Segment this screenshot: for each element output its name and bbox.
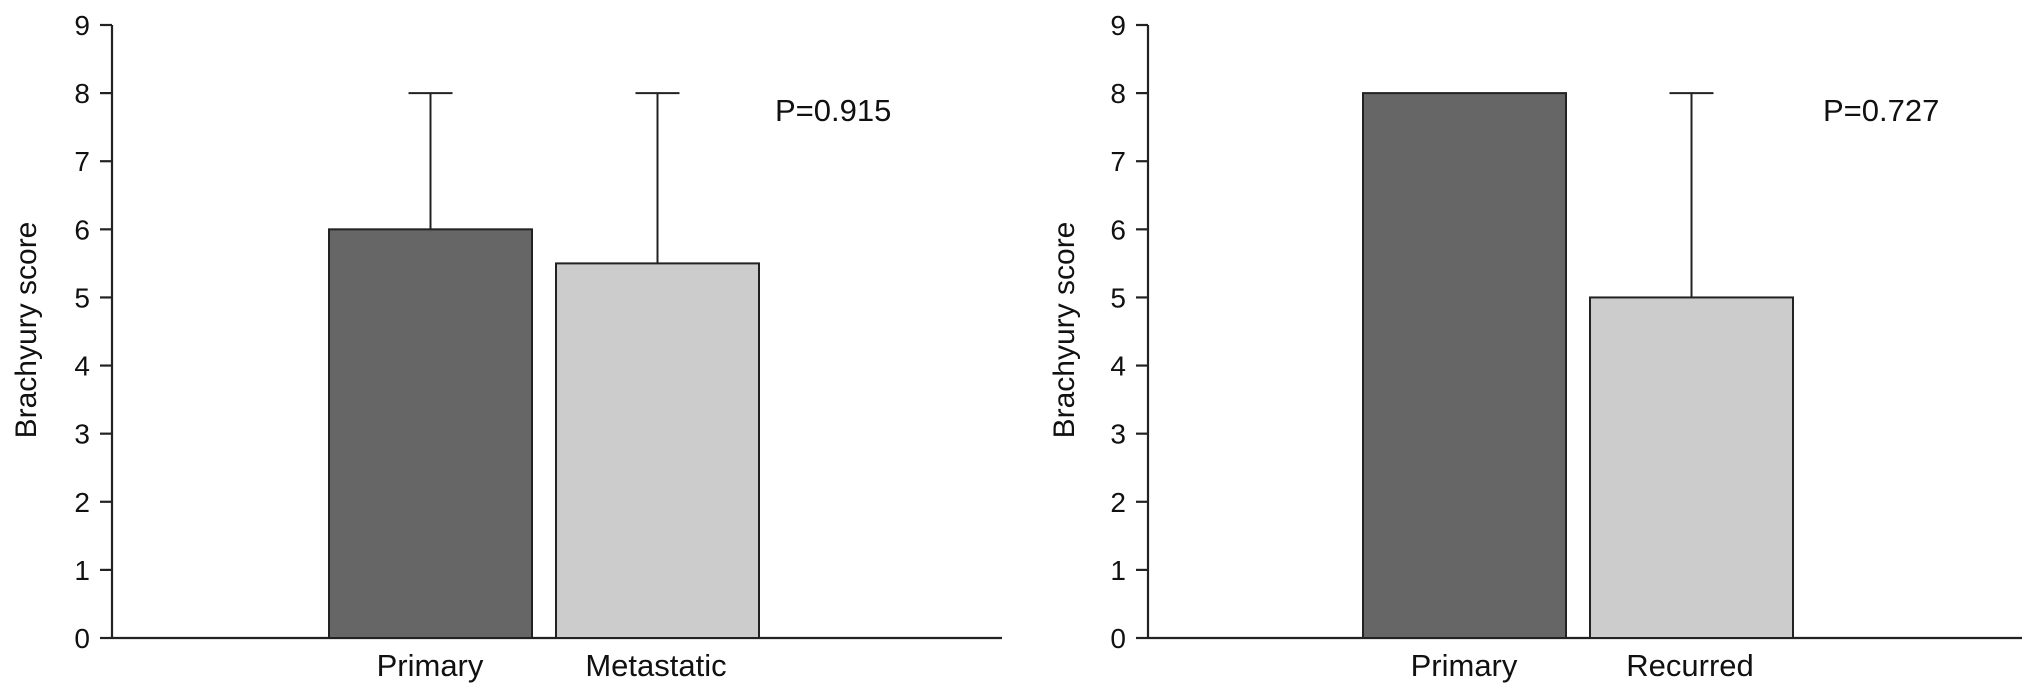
y-tick-label: 5 (74, 282, 90, 313)
p-value-annotation: P=0.727 (1823, 93, 1939, 128)
y-tick-label: 1 (1110, 555, 1126, 586)
y-tick-label: 0 (1110, 623, 1126, 654)
y-tick-label: 3 (1110, 419, 1126, 450)
bar-primary (328, 228, 533, 639)
chart-right: Brachyury score P=0.727 0 1 2 3 4 5 6 7 8 9 Primar… (1048, 10, 2022, 683)
y-tick-label: 4 (74, 351, 90, 382)
chart-left: Brachyury score P=0.915 0 1 2 3 4 5 6 7 8 9 Primar… (10, 10, 1002, 683)
y-tick-label: 5 (1110, 282, 1126, 313)
y-tick-label: 4 (1110, 351, 1126, 382)
y-tick-label: 6 (74, 214, 90, 245)
p-value-annotation: P=0.915 (775, 93, 891, 128)
y-tick-label: 8 (1110, 78, 1126, 109)
y-tick-label: 1 (74, 555, 90, 586)
y-axis-title: Brachyury score (10, 222, 43, 439)
y-tick-label: 3 (74, 419, 90, 450)
y-tick-label: 9 (1110, 10, 1126, 41)
y-tick-label: 7 (74, 146, 90, 177)
y-tick-label: 0 (74, 623, 90, 654)
x-category-label: Metastatic (585, 648, 726, 683)
y-tick-label: 2 (1110, 487, 1126, 518)
x-category-label: Primary (377, 648, 484, 683)
y-tick-label: 8 (74, 78, 90, 109)
y-axis-title: Brachyury score (1048, 222, 1081, 439)
x-category-label: Recurred (1626, 648, 1754, 683)
bar-primary (1362, 92, 1567, 640)
bar-metastatic (555, 262, 760, 639)
bar-recurred (1589, 296, 1794, 639)
x-category-label: Primary (1411, 648, 1518, 683)
y-tick-label: 7 (1110, 146, 1126, 177)
y-tick-label: 2 (74, 487, 90, 518)
y-tick-label: 6 (1110, 214, 1126, 245)
y-tick-label: 9 (74, 10, 90, 41)
